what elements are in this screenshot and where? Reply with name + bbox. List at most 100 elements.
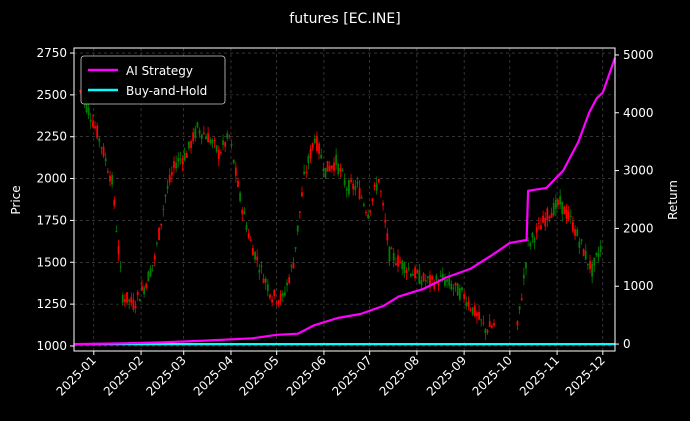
candle-body bbox=[424, 280, 427, 282]
candle-body bbox=[482, 322, 485, 324]
candle-body bbox=[185, 153, 188, 158]
candle-body bbox=[589, 261, 591, 270]
candle-body bbox=[488, 321, 491, 328]
candle-body bbox=[183, 152, 186, 161]
candle-body bbox=[205, 136, 207, 140]
candle-body bbox=[341, 169, 344, 171]
candle-body bbox=[407, 268, 410, 270]
candle-body bbox=[324, 167, 327, 178]
right-y-tick-label: 2000 bbox=[623, 221, 654, 235]
candle-body bbox=[294, 247, 297, 249]
candle-body bbox=[550, 212, 553, 218]
candle-body bbox=[286, 282, 288, 286]
candle-body bbox=[166, 186, 169, 189]
candle-body bbox=[162, 208, 165, 210]
candle-body bbox=[375, 183, 378, 191]
candle-body bbox=[260, 265, 263, 267]
candle-body bbox=[320, 154, 323, 159]
candle-body bbox=[559, 196, 562, 205]
candle-body bbox=[522, 274, 525, 279]
candle-body bbox=[128, 299, 131, 302]
chart-title: futures [EC.INE] bbox=[289, 11, 400, 27]
candle-body bbox=[269, 294, 271, 299]
candle-body bbox=[397, 255, 399, 267]
candle-body bbox=[158, 227, 160, 240]
left-y-tick-label: 1750 bbox=[36, 213, 67, 227]
right-y-axis: 0 1000 2000 3000 4000 5000 bbox=[615, 48, 654, 351]
candle-body bbox=[91, 121, 94, 127]
candle-body bbox=[394, 263, 397, 266]
candle-body bbox=[597, 253, 600, 258]
candle-body bbox=[569, 215, 572, 217]
candle-body bbox=[565, 209, 568, 219]
candle-body bbox=[284, 292, 286, 296]
candle-body bbox=[309, 149, 312, 159]
legend-box bbox=[80, 55, 226, 105]
candle-body bbox=[554, 199, 557, 210]
candle-body bbox=[343, 179, 346, 185]
right-y-tick-label: 1000 bbox=[623, 279, 654, 293]
candle-body bbox=[476, 312, 478, 317]
right-y-tick-label: 5000 bbox=[623, 48, 654, 62]
candle-body bbox=[138, 299, 141, 302]
candle-body bbox=[518, 306, 521, 310]
candle-body bbox=[277, 300, 280, 304]
candle-body bbox=[177, 157, 180, 162]
legend-label-ai-strategy: AI Strategy bbox=[126, 64, 193, 78]
candle-body bbox=[264, 278, 267, 283]
candle-body bbox=[586, 263, 589, 266]
candle-body bbox=[305, 171, 308, 174]
right-axis-label: Return bbox=[666, 180, 680, 220]
candle-body bbox=[531, 233, 534, 238]
candle-body bbox=[454, 282, 457, 286]
candle-body bbox=[266, 284, 269, 292]
candle-body bbox=[380, 191, 382, 193]
candle-body bbox=[298, 211, 301, 213]
candle-body bbox=[465, 302, 468, 306]
candle-body bbox=[365, 212, 367, 214]
candle-body bbox=[301, 192, 303, 197]
candle-body bbox=[390, 248, 393, 250]
candle-body bbox=[431, 275, 434, 280]
candle-body bbox=[190, 141, 192, 149]
candle-body bbox=[237, 180, 239, 188]
candle-body bbox=[416, 270, 419, 274]
candle-body bbox=[574, 229, 576, 236]
left-y-tick-label: 2500 bbox=[36, 88, 67, 102]
candle-body bbox=[540, 225, 542, 230]
candle-body bbox=[243, 211, 246, 215]
candle-body bbox=[288, 277, 291, 283]
candle-body bbox=[335, 155, 338, 165]
candle-body bbox=[126, 292, 128, 303]
candle-body bbox=[330, 165, 333, 169]
candle-body bbox=[115, 231, 118, 233]
candle-body bbox=[490, 325, 493, 328]
candle-body bbox=[373, 185, 376, 187]
candle-body bbox=[192, 132, 195, 142]
candle-body bbox=[179, 158, 182, 160]
candle-body bbox=[141, 285, 143, 291]
candle-body bbox=[102, 146, 105, 157]
candle-body bbox=[188, 141, 190, 149]
candle-body bbox=[106, 171, 109, 173]
candle-body bbox=[224, 142, 227, 147]
candle-body bbox=[322, 169, 325, 171]
candle-body bbox=[563, 206, 566, 215]
candle-body bbox=[85, 103, 88, 112]
candle-body bbox=[356, 181, 359, 184]
candle-body bbox=[194, 128, 197, 139]
candle-body bbox=[337, 163, 340, 175]
candle-body bbox=[249, 239, 252, 241]
candle-body bbox=[580, 239, 583, 242]
candle-body bbox=[303, 171, 306, 175]
candle-body bbox=[399, 261, 402, 263]
left-y-tick-label: 2000 bbox=[36, 172, 67, 186]
candle-body bbox=[401, 260, 404, 270]
candle-body bbox=[196, 122, 199, 128]
candle-body bbox=[160, 223, 163, 226]
candle-body bbox=[222, 140, 224, 145]
candle-body bbox=[386, 233, 389, 241]
candle-body bbox=[567, 211, 570, 220]
candle-body bbox=[132, 299, 135, 310]
candle-body bbox=[412, 273, 414, 276]
